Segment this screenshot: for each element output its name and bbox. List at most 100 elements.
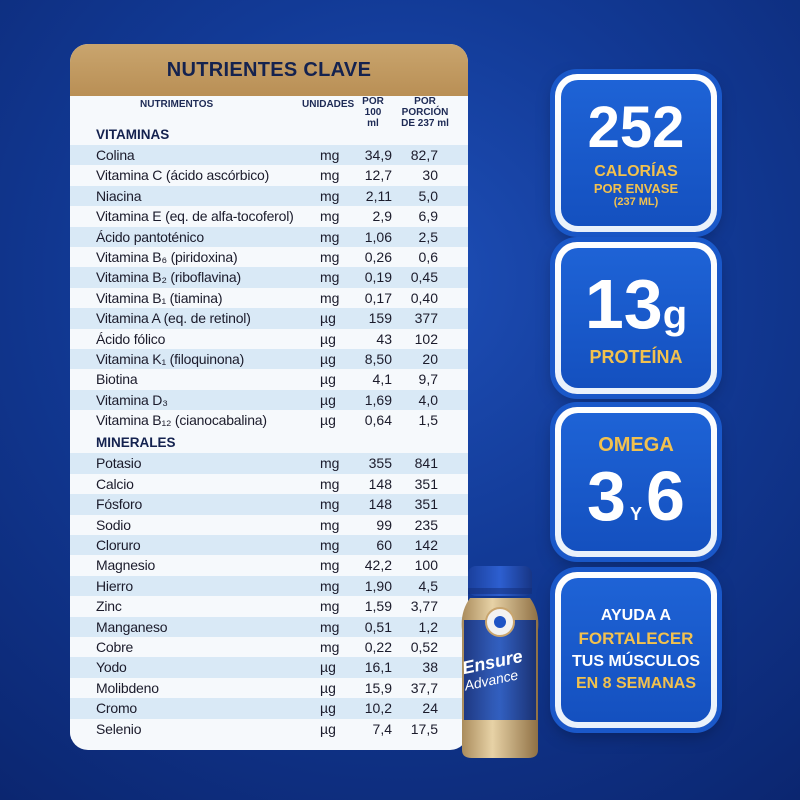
value-per-portion: 4,0 [418,391,438,408]
value-per-portion: 841 [414,455,438,472]
table-row: Cobre mg 0,22 0,52 [70,636,468,658]
protein-unit: g [662,292,688,337]
table-title: NUTRIENTES CLAVE [70,44,468,96]
value-per-100ml: 1,69 [364,391,392,408]
value-per-portion: 377 [414,310,438,327]
nutrient-name: Sodio [96,516,131,533]
nutrient-name: Vitamina B₁₂ (cianocabalina) [96,412,267,429]
nutrient-unit: µg [320,659,336,676]
table-row: Vitamina B₁₂ (cianocabalina) µg 0,64 1,5 [70,410,468,431]
value-per-portion: 0,52 [410,638,438,655]
value-per-100ml: 1,59 [364,598,392,615]
nutrient-unit: mg [320,537,340,554]
table-row: Cloruro mg 60 142 [70,535,468,556]
value-per-100ml: 2,9 [372,208,392,225]
value-per-portion: 4,5 [418,577,438,594]
nutrient-unit: mg [320,248,340,265]
table-row: Niacina mg 2,11 5,0 [70,185,468,207]
table-row: Vitamina B₂ (riboflavina) mg 0,19 0,45 [70,267,468,288]
header-portion-line1: POR PORCIÓN [401,96,449,118]
value-per-100ml: 2,11 [365,187,392,204]
value-per-100ml: 4,1 [372,371,392,388]
value-per-100ml: 12,7 [364,167,392,184]
value-per-portion: 24 [422,700,438,717]
table-row: Zinc mg 1,59 3,77 [70,596,468,617]
value-per-100ml: 7,4 [372,720,392,737]
minerals-list: Potasio mg 355 841 Calcio mg 148 351 Fósforo mg 14… [70,453,468,739]
value-per-100ml: 1,90 [364,577,392,594]
omega-box: OMEGA 3 Y 6 [555,407,717,557]
muscles-line4: EN 8 SEMANAS [575,675,697,692]
nutrient-unit: mg [320,147,340,163]
nutrient-name: Vitamina B₆ (piridoxina) [96,248,238,265]
protein-label: PROTEÍNA [589,346,683,367]
value-per-portion: 0,6 [418,248,438,265]
nutrient-name: Vitamina E (eq. de alfa-tocoferol) [96,208,294,225]
protein-number: 13 [584,264,663,343]
value-per-portion: 0,40 [410,289,438,306]
value-per-100ml: 148 [368,475,392,492]
table-row: Vitamina E (eq. de alfa-tocoferol) mg 2,9 6… [70,206,468,227]
calories-per-pack: POR ENVASE [593,180,679,196]
header-nutrient: NUTRIMENTOS [140,99,214,110]
value-per-portion: 5,0 [418,187,438,204]
value-per-100ml: 0,26 [364,248,392,265]
nutrient-name: Biotina [96,371,138,388]
nutrient-name: Selenio [96,720,142,737]
nutrient-unit: mg [320,577,340,594]
nutrient-name: Vitamina K₁ (filoquinona) [96,350,245,367]
nutrient-name: Vitamina B₂ (riboflavina) [96,269,241,286]
value-per-100ml: 15,9 [364,679,392,696]
value-per-100ml: 159 [368,310,392,327]
value-per-portion: 20 [422,350,438,367]
product-bottle: Ensure Advance [450,560,550,760]
table-row: Hierro mg 1,90 4,5 [70,575,468,597]
table-row: Yodo µg 16,1 38 [70,657,468,678]
nutrient-name: Vitamina A (eq. de retinol) [96,310,251,327]
bottle-illustration [461,566,539,758]
nutrient-unit: µg [320,330,336,347]
nutrient-name: Magnesio [96,557,156,574]
value-per-100ml: 0,17 [364,289,392,306]
value-per-portion: 82,7 [410,147,438,163]
header-portion-line2: DE 237 ml [401,118,449,129]
value-per-portion: 17,5 [410,720,438,737]
nutrient-name: Yodo [96,659,127,676]
nutrient-name: Vitamina D₃ [96,391,168,408]
nutrient-unit: µg [320,310,336,327]
table-row: Manganeso mg 0,51 1,2 [70,616,468,637]
calories-box: 252 CALORÍAS POR ENVASE (237 ML) [555,74,717,232]
vitamins-list: Colina mg 34,9 82,7 Vitamina C (ácido ascórb… [70,145,468,431]
nutrient-name: Molibdeno [96,679,159,696]
value-per-portion: 142 [414,537,438,554]
nutrient-unit: mg [320,557,340,574]
section-minerals: MINERALES [96,435,176,451]
header-unit: UNIDADES [302,99,355,110]
value-per-portion: 351 [414,496,438,513]
muscles-line2: FORTALECER [578,629,694,648]
nutrient-unit: µg [320,679,336,696]
value-per-100ml: 355 [368,455,392,472]
nutrient-unit: mg [320,516,340,533]
value-per-portion: 351 [414,475,438,492]
value-per-100ml: 43 [376,330,392,347]
nutrient-name: Hierro [96,577,133,594]
table-row: Colina mg 34,9 82,7 [70,145,468,166]
nutrient-unit: mg [320,638,340,655]
calories-volume: (237 ML) [613,195,659,208]
nutrient-name: Colina [96,147,135,163]
nutrient-unit: µg [320,391,336,408]
nutrient-name: Calcio [96,475,134,492]
value-per-100ml: 60 [376,537,392,554]
header-portion: POR PORCIÓN DE 237 ml [392,96,458,129]
muscles-box: AYUDA A FORTALECER TUS MÚSCULOS EN 8 SEM… [555,572,717,728]
value-per-100ml: 148 [368,496,392,513]
value-per-100ml: 42,2 [364,557,392,574]
nutrient-name: Cobre [96,638,134,655]
nutrient-unit: µg [320,350,336,367]
nutrient-name: Ácido fólico [96,330,166,347]
nutrient-name: Potasio [96,455,142,472]
table-row: Vitamina A (eq. de retinol) µg 159 377 [70,308,468,329]
table-row: Vitamina K₁ (filoquinona) µg 8,50 20 [70,348,468,370]
nutrient-unit: mg [320,496,340,513]
